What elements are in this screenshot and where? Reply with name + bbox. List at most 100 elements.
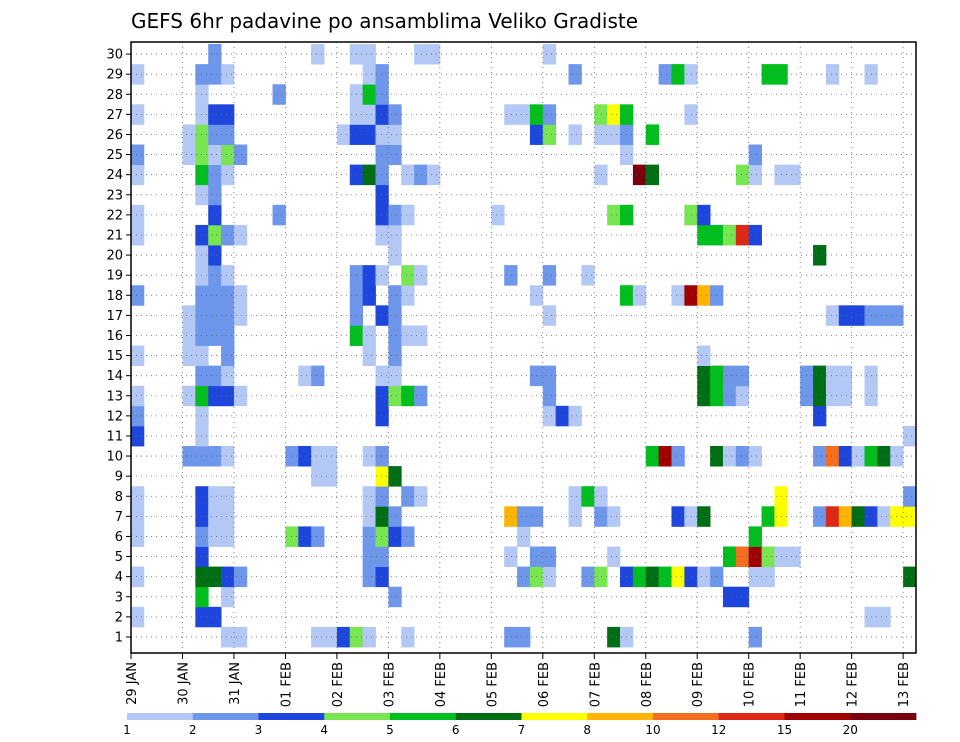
precip-cell-m10-t58: [877, 446, 891, 467]
precip-cell-m10-t46: [722, 446, 737, 467]
precip-cell-m1-t30: [517, 626, 531, 648]
precip-cell-m21-t6: [208, 224, 222, 246]
precip-cell-m4-t40: [645, 566, 660, 588]
y-tick-label: 24: [106, 168, 123, 183]
colorbar-swatch-5: [390, 713, 457, 720]
precip-cell-m14-t54: [825, 365, 840, 387]
y-tick-label: 25: [106, 148, 123, 163]
precip-cell-m22-t6: [208, 204, 222, 226]
precip-cell-m24-t36: [594, 164, 608, 186]
precip-cell-m14-t19: [375, 365, 389, 387]
precip-cell-m4-t35: [581, 566, 595, 588]
plot-frame: [130, 41, 917, 654]
precip-cell-m4-t43: [684, 566, 698, 588]
precip-cell-m29-t7: [221, 64, 235, 85]
precip-cell-m23-t19: [375, 184, 389, 206]
precip-cell-m27-t37: [607, 104, 621, 125]
precip-cell-m1-t48: [748, 626, 762, 648]
y-tick-label: 20: [106, 249, 123, 264]
precip-cell-m5-t47: [735, 546, 750, 567]
precip-cell-m27-t32: [542, 104, 557, 125]
precip-cell-m18-t20: [388, 285, 402, 306]
precip-cell-m27-t20: [388, 104, 402, 125]
precip-cell-m20-t20: [388, 245, 402, 266]
precip-cell-m5-t32: [542, 546, 557, 567]
precip-cell-m8-t19: [375, 486, 389, 507]
precip-cell-m10-t42: [671, 446, 685, 467]
precip-cell-m24-t51: [787, 164, 801, 186]
precip-cell-m13-t53: [813, 385, 827, 407]
precip-cell-m17-t7: [221, 305, 235, 326]
precip-cell-m6-t14: [311, 526, 325, 547]
precip-cell-m15-t0: [131, 345, 145, 367]
precip-cell-m7-t56: [851, 506, 865, 527]
colorbar-tick-label: 3: [255, 723, 263, 737]
y-tick-label: 7: [115, 510, 123, 525]
precip-cell-m21-t44: [697, 224, 711, 246]
precip-cell-m26-t20: [388, 124, 402, 145]
y-tick-label: 16: [106, 329, 123, 344]
precip-cell-m8-t22: [414, 486, 428, 507]
precip-cell-m8-t6: [208, 486, 222, 507]
precip-cell-m18-t39: [632, 285, 647, 306]
precip-cell-m13-t7: [221, 385, 235, 407]
precip-cell-m27-t29: [504, 104, 518, 125]
precip-cell-m19-t32: [542, 265, 557, 286]
precip-cell-m29-t41: [658, 64, 672, 85]
precip-cell-m1-t7: [221, 626, 235, 648]
precip-cell-m7-t43: [684, 506, 698, 527]
precip-cell-m12-t19: [375, 405, 389, 427]
precip-cell-m9-t19: [375, 466, 389, 487]
precip-cell-m4-t19: [375, 566, 389, 588]
y-tick-label: 22: [106, 208, 123, 223]
precip-cell-m10-t54: [825, 446, 840, 467]
y-tick-label: 10: [106, 450, 123, 465]
y-tick-label: 13: [106, 389, 123, 404]
precip-cell-m22-t28: [491, 204, 505, 226]
precip-cell-m17-t19: [375, 305, 389, 326]
precip-cell-m25-t7: [221, 144, 235, 166]
precip-cell-m5-t48: [748, 546, 762, 567]
precip-cell-m4-t6: [208, 566, 222, 588]
precip-cell-m3-t20: [388, 586, 402, 608]
precip-cell-m14-t32: [542, 365, 557, 387]
precip-cell-m6-t30: [517, 526, 531, 547]
precip-cell-m7-t0: [131, 506, 145, 527]
precip-cell-m12-t0: [131, 405, 145, 427]
precip-cell-m12-t33: [555, 405, 569, 427]
precip-cell-m13-t21: [401, 385, 415, 407]
precip-cell-m22-t44: [697, 204, 711, 226]
precip-cell-m1-t29: [504, 626, 518, 648]
precip-cell-m24-t47: [735, 164, 750, 186]
precip-cell-m17-t6: [208, 305, 222, 326]
x-tick-label: 11 FEB: [794, 662, 809, 707]
precip-cell-m21-t0: [131, 224, 145, 246]
precip-cell-m7-t30: [517, 506, 531, 527]
colorbar-swatch-1: [127, 713, 194, 720]
precip-cell-m29-t0: [131, 64, 145, 85]
precip-cell-m4-t36: [594, 566, 608, 588]
precip-cell-m13-t6: [208, 385, 222, 407]
precip-cell-m4-t44: [697, 566, 711, 588]
precip-cell-m18-t6: [208, 285, 222, 306]
precip-cell-m17-t32: [542, 305, 557, 326]
precip-cell-m22-t20: [388, 204, 402, 226]
precip-cell-m24-t40: [645, 164, 660, 186]
precip-cell-m10-t55: [838, 446, 853, 467]
precip-cell-m15-t18: [362, 345, 376, 367]
precip-cell-m4-t7: [221, 566, 235, 588]
precip-cell-m7-t19: [375, 506, 389, 527]
precip-cell-m5-t51: [787, 546, 801, 567]
precip-cell-m30-t23: [426, 44, 441, 65]
precip-cell-m8-t36: [594, 486, 608, 507]
x-tick-label: 09 FEB: [691, 662, 706, 707]
colorbar-swatch-10: [718, 713, 785, 720]
y-tick-label: 9: [115, 470, 123, 485]
x-axis-ticks: 29 JAN 30 JAN 31 JAN 01 FEB 02 FEB 03 FEB 04 F…: [125, 653, 912, 707]
precip-cell-m10-t41: [658, 446, 672, 467]
precip-cell-m11-t60: [903, 425, 917, 447]
precip-cell-m14-t55: [838, 365, 853, 387]
precip-cell-m3-t7: [221, 586, 235, 608]
precip-cell-m24-t7: [221, 164, 235, 186]
x-tick-label: 07 FEB: [588, 662, 603, 707]
